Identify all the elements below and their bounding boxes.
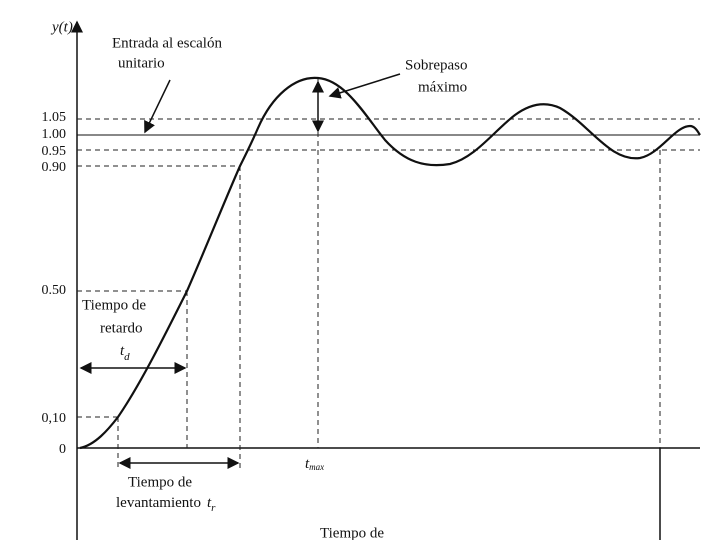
annotation-text: levantamiento [116, 495, 201, 511]
y-tick-label: 0.50 [42, 283, 67, 298]
annotation: retardo [100, 320, 142, 336]
symbol-text: t [120, 343, 125, 359]
subscript: d [124, 351, 130, 363]
annotation: Entrada al escalón [112, 35, 222, 51]
annotation: Tiempo de [320, 525, 384, 540]
annotation: unitario [118, 55, 165, 71]
y-tick-label: 0,10 [42, 411, 67, 426]
y-tick-label: 1.05 [42, 110, 67, 125]
pointer-arrow [328, 73, 401, 99]
annotation: Tiempo de [128, 474, 192, 490]
annotation: máximo [418, 79, 467, 95]
subscript: max [309, 462, 324, 472]
symbol-text: t [305, 456, 310, 472]
y-tick-label: 0 [59, 442, 66, 457]
response-curve [79, 76, 701, 450]
symbol: t [207, 495, 212, 511]
y-tick-label: 1.00 [42, 127, 67, 142]
pointer-arrow [144, 79, 171, 134]
annotation: levantamiento tr [116, 495, 216, 513]
annotation: Sobrepaso [405, 57, 468, 73]
symbol: tmax [305, 456, 324, 472]
y-tick-label: 0.95 [42, 144, 67, 159]
subscript: r [211, 502, 216, 514]
annotation: Tiempo de [82, 297, 146, 313]
y-tick-label: 0.90 [42, 160, 67, 175]
y-axis-label: y(t) [50, 19, 73, 35]
symbol: td [120, 343, 130, 362]
